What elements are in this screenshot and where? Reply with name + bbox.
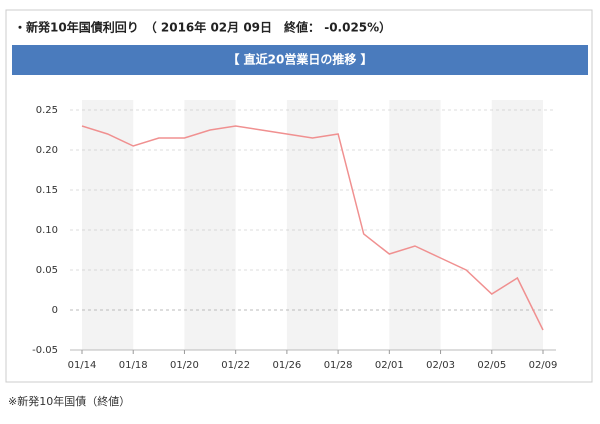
band	[286, 100, 339, 350]
x-tick-label: 01/26	[272, 360, 301, 371]
x-tick-label: 02/09	[529, 360, 558, 371]
y-tick-label: 0	[52, 305, 58, 316]
y-tick-label: 0.05	[36, 265, 58, 276]
header-title: ・新発10年国債利回り （ 2016年 02月 09日 終値： -0.025%）	[14, 20, 391, 35]
band	[389, 100, 441, 350]
x-tick-label: 01/22	[221, 360, 250, 371]
x-tick-label: 01/28	[324, 360, 353, 371]
x-tick-label: 02/03	[426, 360, 455, 371]
x-tick-label: 01/18	[119, 360, 148, 371]
y-tick-label: 0.20	[36, 145, 58, 156]
y-tick-label: 0.15	[36, 185, 58, 196]
x-tick-label: 02/01	[375, 360, 404, 371]
y-tick-label: -0.05	[32, 345, 58, 356]
x-tick-label: 01/14	[68, 360, 97, 371]
band	[491, 100, 543, 350]
line	[81, 125, 544, 331]
footnote: ※新発10年国債（終値）	[8, 394, 130, 408]
banner: 【 直近20営業日の推移 】	[227, 52, 372, 67]
x-tick-label: 01/20	[170, 360, 199, 371]
banner-bg	[12, 45, 588, 75]
y-tick-label: 0.10	[36, 225, 58, 236]
x-tick-label: 02/05	[477, 360, 506, 371]
y-tick-label: 0.25	[36, 105, 58, 116]
band	[82, 100, 134, 350]
band	[184, 100, 236, 350]
